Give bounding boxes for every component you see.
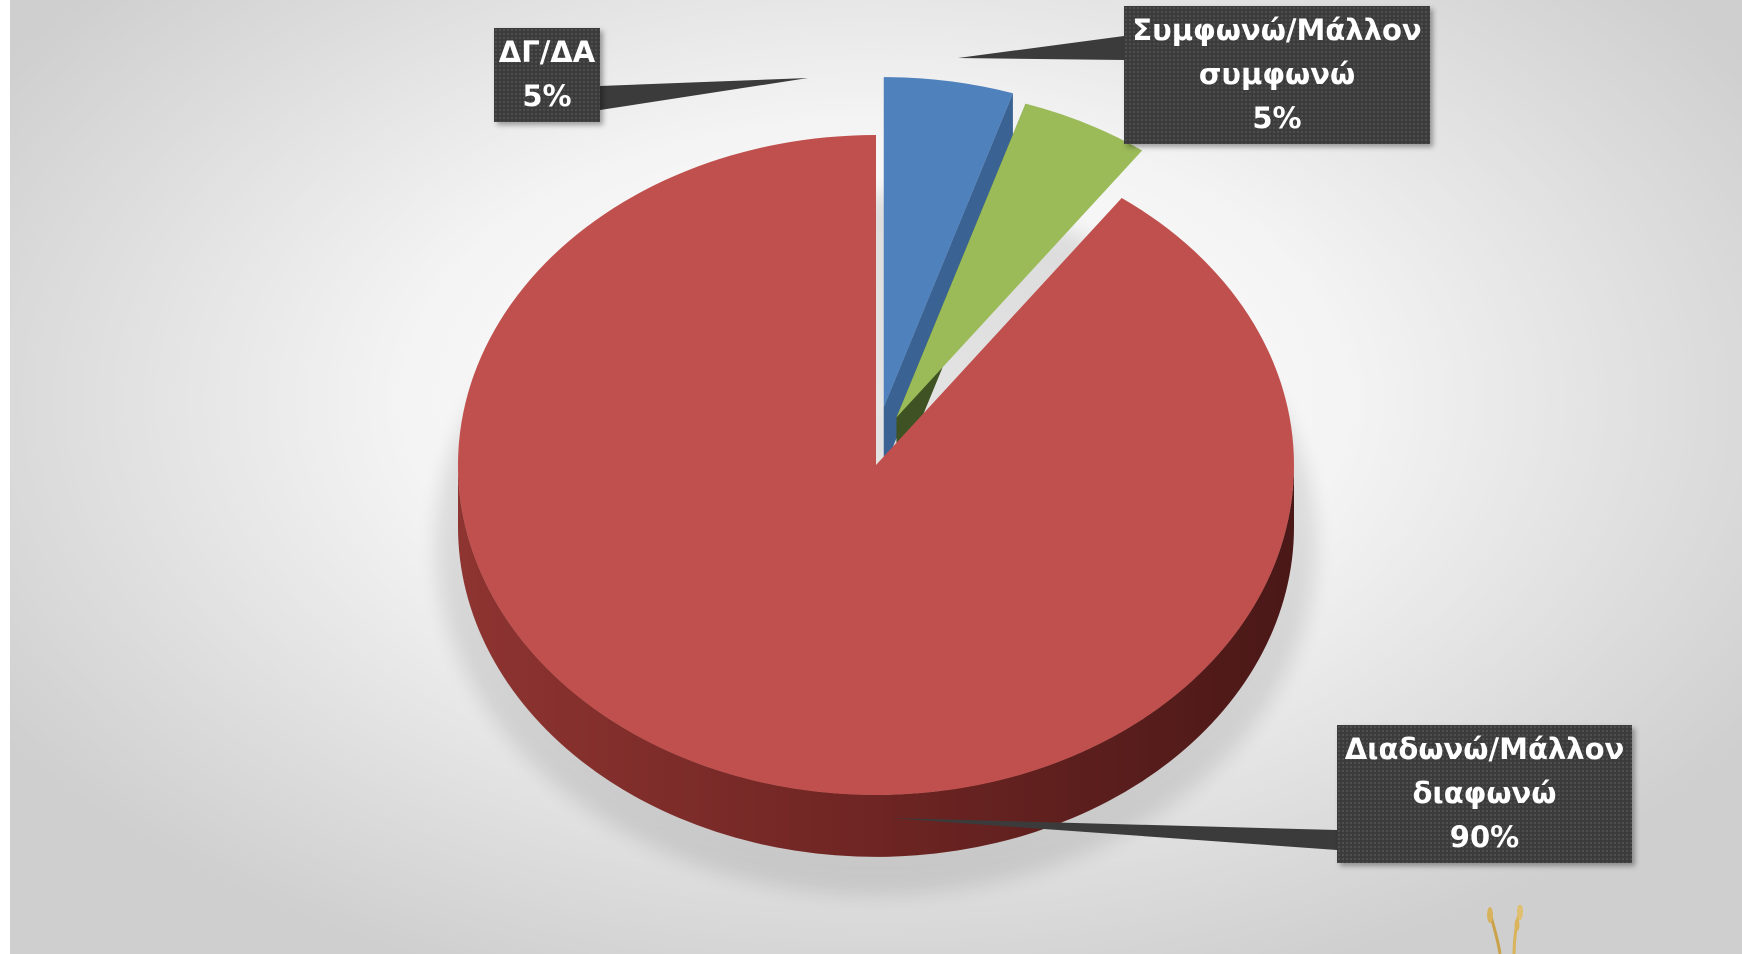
data-label-disagree: Διαδωνώ/Μάλλον διαφωνώ 90% xyxy=(1337,725,1632,863)
leader-line-disagree xyxy=(890,818,1337,850)
label-dk-percent: 5% xyxy=(522,79,572,113)
label-disagree-line1: Διαδωνώ/Μάλλον xyxy=(1344,732,1625,766)
data-label-agree: Συμφωνώ/Μάλλον συμφωνώ 5% xyxy=(1124,6,1430,144)
label-disagree-line2: διαφωνώ xyxy=(1412,776,1557,810)
pie-chart xyxy=(436,36,1337,895)
leader-line-dk xyxy=(600,78,808,110)
chart-area: Συμφωνώ/Μάλλον συμφωνώ 5% ΔΓ/ΔΑ 5% Διαδω… xyxy=(10,0,1742,954)
pie-slice-dk xyxy=(896,103,1143,480)
label-agree-percent: 5% xyxy=(1252,101,1302,135)
label-agree-line2: συμφωνώ xyxy=(1198,57,1356,91)
leader-line-agree xyxy=(958,36,1124,60)
pie-slice-disagree xyxy=(457,135,1294,857)
label-disagree-percent: 90% xyxy=(1449,820,1520,854)
data-label-dk: ΔΓ/ΔΑ 5% xyxy=(494,28,600,122)
label-agree-line1: Συμφωνώ/Μάλλον xyxy=(1132,13,1422,47)
wheat-icon xyxy=(1487,905,1523,954)
label-dk-line1: ΔΓ/ΔΑ xyxy=(498,35,596,69)
